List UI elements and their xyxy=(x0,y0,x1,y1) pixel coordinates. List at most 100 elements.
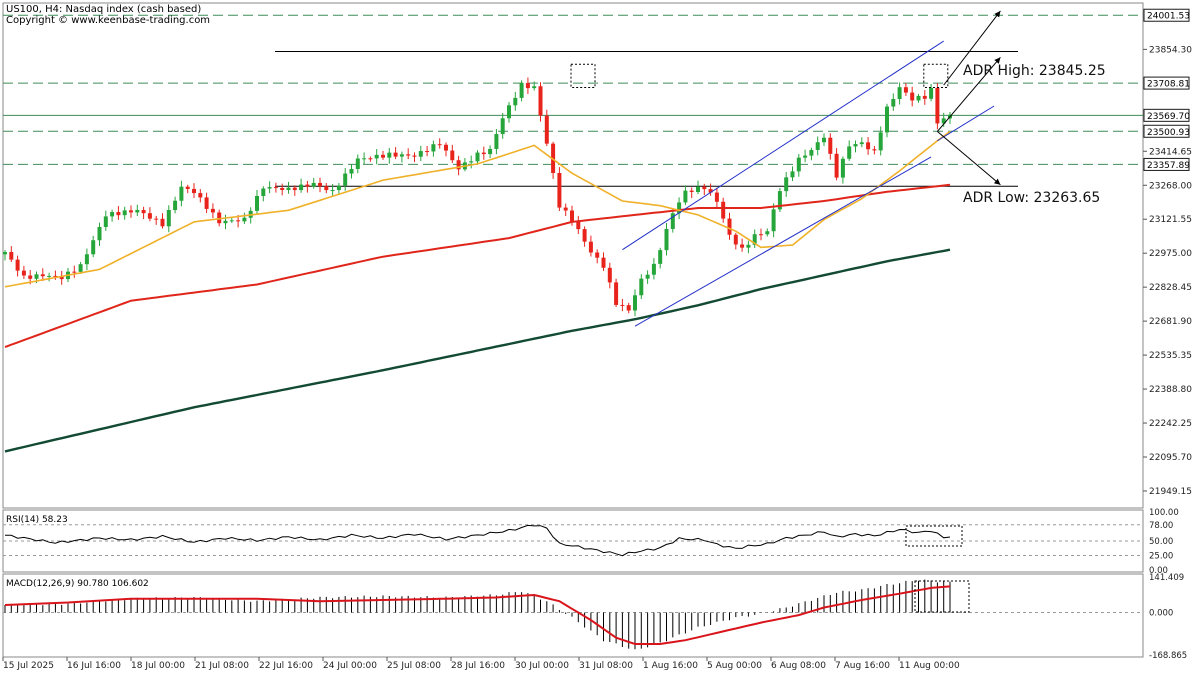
candle-body xyxy=(122,210,127,216)
candle-body xyxy=(229,220,234,222)
macd-axis-label: -168.865 xyxy=(1149,651,1187,661)
candle-body xyxy=(721,201,726,219)
price-level-box-label: 23500.93 xyxy=(1147,128,1190,138)
candle-body xyxy=(866,142,871,150)
time-tick-label: 15 Jul 2025 xyxy=(3,661,54,671)
price-tick-label: 22828.45 xyxy=(1149,283,1192,293)
candle-body xyxy=(450,150,455,161)
candle-body xyxy=(374,154,379,159)
rsi-line xyxy=(4,524,951,557)
candle-body xyxy=(891,98,896,107)
candle-body xyxy=(141,209,146,214)
candle-body xyxy=(166,210,171,227)
candle-body xyxy=(897,87,902,99)
candle-body xyxy=(173,200,178,211)
candle-body xyxy=(305,184,310,187)
candle-body xyxy=(740,244,745,248)
price-tick-label: 23121.55 xyxy=(1149,215,1192,225)
candle-body xyxy=(796,157,801,172)
rsi-axis-label: 25.00 xyxy=(1149,552,1173,562)
candle-body xyxy=(525,83,530,89)
projection-arrow xyxy=(943,10,1001,86)
candle-body xyxy=(135,209,140,213)
time-tick-label: 25 Jul 08:00 xyxy=(387,661,441,671)
projection-arrow xyxy=(937,56,1001,132)
time-tick-label: 18 Jul 00:00 xyxy=(131,661,185,671)
rsi-highlight-box xyxy=(905,525,963,547)
price-level-box-label: 23569.70 xyxy=(1147,112,1190,122)
candle-body xyxy=(790,171,795,178)
rsi-axis-label: 0.00 xyxy=(1149,566,1168,576)
time-tick-label: 16 Jul 16:00 xyxy=(67,661,121,671)
candle-body xyxy=(78,264,83,272)
candle-body xyxy=(154,218,159,220)
candle-body xyxy=(116,212,121,216)
candle-body xyxy=(532,86,537,89)
rsi-axis-label: 50.00 xyxy=(1149,537,1173,547)
candle-body xyxy=(645,274,650,279)
price-level-box xyxy=(1143,157,1190,171)
candle-body xyxy=(765,231,770,235)
candle-body xyxy=(903,87,908,93)
candle-body xyxy=(399,154,404,157)
candle-body xyxy=(311,182,316,187)
candle-body xyxy=(803,155,808,158)
candle-body xyxy=(355,158,360,169)
candle-body xyxy=(651,263,656,275)
candle-body xyxy=(500,118,505,135)
candle-body xyxy=(708,189,713,193)
ema200-line xyxy=(4,248,951,453)
candle-body xyxy=(494,134,499,149)
candle-body xyxy=(576,221,581,230)
candle-body xyxy=(53,275,58,277)
candle-body xyxy=(91,240,96,255)
candle-body xyxy=(658,250,663,264)
candle-body xyxy=(223,220,228,224)
price-tick-label: 22242.25 xyxy=(1149,419,1192,429)
candle-body xyxy=(437,144,442,146)
time-tick-label: 24 Jul 00:00 xyxy=(323,661,377,671)
price-tick-label: 22095.70 xyxy=(1149,453,1192,463)
channel-upper-line xyxy=(622,40,944,251)
price-panel xyxy=(3,10,1143,453)
candle-body xyxy=(286,187,291,191)
time-tick-label: 31 Jul 08:00 xyxy=(579,661,633,671)
macd-axis-label: 141.409 xyxy=(1149,573,1184,583)
candle-body xyxy=(815,142,820,150)
candle-body xyxy=(147,213,152,219)
candle-body xyxy=(255,196,259,211)
candle-body xyxy=(872,149,877,151)
candle-body xyxy=(941,118,946,124)
time-tick-label: 5 Aug 00:00 xyxy=(707,661,762,671)
candle-body xyxy=(582,229,587,242)
main-panel-frame xyxy=(2,2,1144,509)
candle-body xyxy=(431,144,436,152)
candle-body xyxy=(922,95,927,99)
candle-body xyxy=(929,87,934,99)
copyright-text: Copyright © www.keenbase-trading.com xyxy=(6,15,210,26)
candle-body xyxy=(696,186,700,192)
adr-high-label: ADR High: 23845.25 xyxy=(963,63,1106,79)
candle-body xyxy=(481,152,486,155)
candle-body xyxy=(570,210,574,222)
candle-body xyxy=(469,161,474,163)
candle-body xyxy=(910,92,915,101)
candle-body xyxy=(330,190,335,192)
candle-body xyxy=(614,282,619,305)
candle-body xyxy=(242,217,247,222)
candle-body xyxy=(34,274,39,279)
macd-panel: 141.409 0.000 -168.865 xyxy=(3,573,1187,661)
time-tick-label: 11 Aug 00:00 xyxy=(899,661,960,671)
price-tick-label: 22975.00 xyxy=(1149,249,1192,259)
candle-body xyxy=(488,148,493,155)
candle-body xyxy=(198,193,203,198)
candle-body xyxy=(916,95,921,101)
candle-body xyxy=(702,186,707,190)
candle-body xyxy=(752,234,757,245)
candle-body xyxy=(677,202,682,214)
adr-low-label: ADR Low: 23263.65 xyxy=(963,190,1100,206)
candle-body xyxy=(261,188,266,197)
candle-body xyxy=(412,155,417,157)
candle-body xyxy=(727,218,732,235)
